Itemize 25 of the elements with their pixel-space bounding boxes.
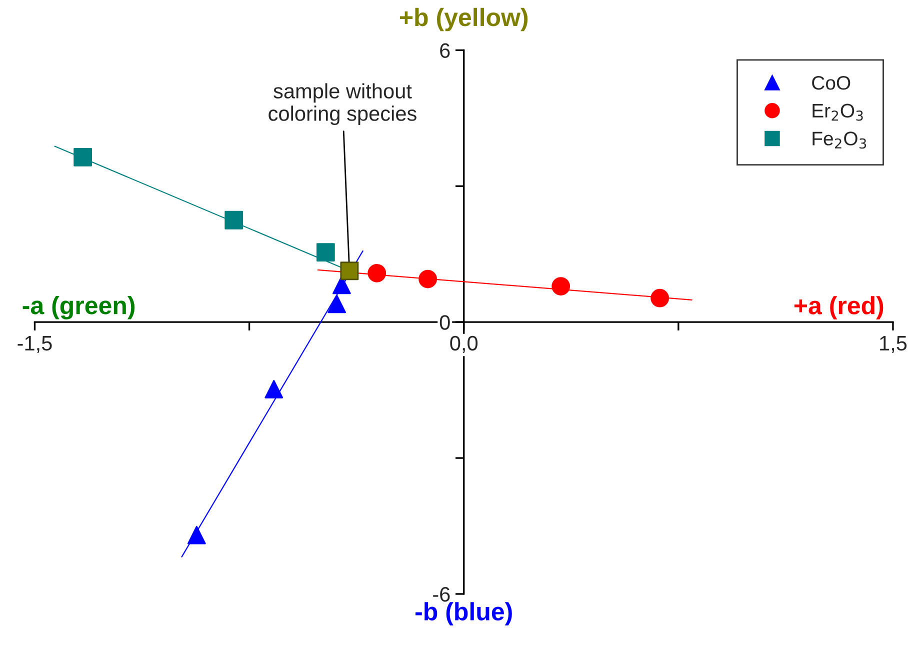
text: -b (blue) (416, 602, 512, 626)
annotation: -a (green) (22, 296, 135, 320)
point (328, 294, 346, 314)
annotation: sample without coloring species (268, 83, 416, 126)
point (74, 148, 92, 166)
legend-label: Er$_{2}$O$_{3}$ (812, 104, 863, 121)
x-tick-label: 0,0 (450, 336, 478, 354)
point (418, 270, 438, 288)
point (340, 262, 359, 280)
y-tick-label: -6 (433, 586, 450, 602)
point (552, 277, 570, 296)
point (316, 243, 335, 262)
legend-label: CoO (812, 76, 850, 90)
y-tick-label: 6 (440, 43, 450, 58)
point (650, 288, 670, 308)
point (368, 264, 386, 282)
legend-label: Fe$_{2}$O$_{3}$ (812, 132, 866, 149)
x-tick-label: -1,5 (18, 336, 52, 354)
point (264, 380, 284, 398)
y-tick-label: 0 (440, 315, 450, 330)
point (187, 526, 206, 544)
annotation: +a (red) (794, 296, 884, 320)
text: +b (yellow) (400, 8, 528, 32)
x-tick-label: 1,5 (880, 336, 907, 354)
point (224, 210, 244, 230)
